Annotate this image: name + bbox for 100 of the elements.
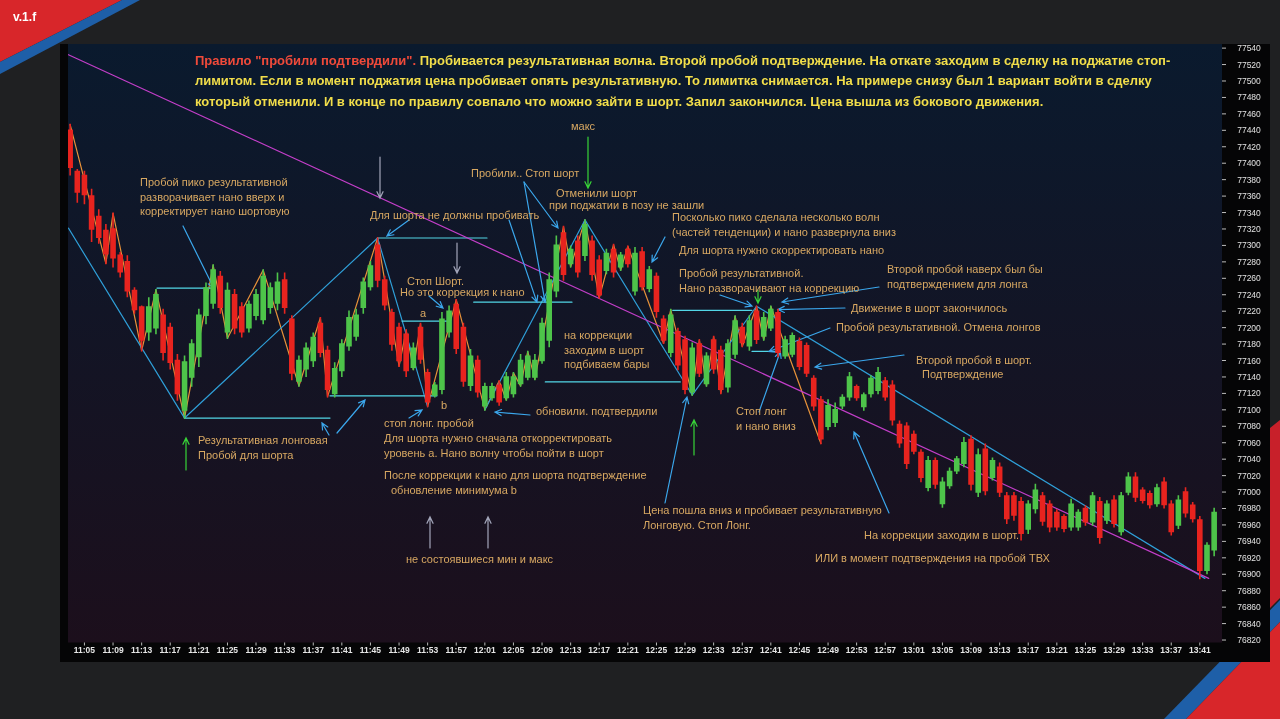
x-tick-label: 12:53 xyxy=(845,644,868,655)
annotation: при поджатии в позу не зашли xyxy=(549,199,705,211)
y-tick-label: 76880 xyxy=(1237,585,1262,596)
annotation: Стоп лонг и нано вниз xyxy=(736,405,796,432)
y-tick-label: 77240 xyxy=(1237,289,1262,300)
y-tick-label: 77360 xyxy=(1237,191,1262,202)
candlestick xyxy=(582,219,588,262)
y-tick-label: 77000 xyxy=(1237,487,1262,498)
annotation: Стоп Шорт. xyxy=(407,275,464,287)
y-tick-label: 77260 xyxy=(1237,273,1262,284)
candlestick xyxy=(646,265,653,293)
x-tick-label: 11:37 xyxy=(302,644,325,655)
annotation: обновили. подтвердили xyxy=(536,405,658,417)
x-tick-label: 11:05 xyxy=(73,644,96,655)
x-tick-label: 13:01 xyxy=(902,644,925,655)
x-tick-label: 12:01 xyxy=(473,644,496,655)
y-tick-label: 77400 xyxy=(1237,158,1262,169)
x-tick-label: 13:09 xyxy=(960,644,983,655)
annotation: Подтверждение xyxy=(922,368,1004,380)
candlestick xyxy=(1025,500,1032,534)
annotation: a xyxy=(420,307,427,319)
candlestick xyxy=(1197,515,1203,580)
annotation: макс xyxy=(571,120,596,132)
x-tick-label: 12:21 xyxy=(616,644,639,655)
candlestick xyxy=(1096,497,1103,544)
y-tick-label: 77340 xyxy=(1237,207,1262,218)
candlestick xyxy=(882,376,889,401)
candlestick xyxy=(639,247,645,291)
y-tick-label: 77520 xyxy=(1237,59,1262,70)
annotation: b xyxy=(441,399,448,411)
text: Правило "пробили подтвердили". xyxy=(195,52,417,68)
candlestick xyxy=(1111,495,1117,528)
y-tick-label: 76840 xyxy=(1237,618,1262,629)
candlestick xyxy=(739,322,746,348)
x-tick-label: 11:57 xyxy=(445,644,468,655)
annotation: Второй пробой в шорт. xyxy=(916,354,1032,366)
x-tick-label: 11:49 xyxy=(388,644,410,655)
y-tick-label: 77040 xyxy=(1237,454,1262,465)
candlestick xyxy=(574,235,581,278)
x-tick-label: 12:49 xyxy=(817,644,840,655)
candlestick xyxy=(968,435,974,491)
candlestick xyxy=(238,302,245,338)
annotation: Второй пробой наверх был бы подтверждением для лонга xyxy=(887,263,1043,290)
y-tick-label: 77460 xyxy=(1237,108,1262,119)
y-tick-label: 77080 xyxy=(1237,421,1262,432)
y-tick-label: 77020 xyxy=(1237,470,1262,481)
candlestick xyxy=(775,308,781,358)
y-tick-label: 77380 xyxy=(1237,174,1262,185)
annotation: Пробили.. Стоп шорт xyxy=(471,167,580,179)
annotation: стоп лонг. пробой xyxy=(384,417,474,429)
x-tick-label: 13:33 xyxy=(1131,644,1154,655)
x-tick-label: 12:33 xyxy=(702,644,725,655)
y-tick-label: 77480 xyxy=(1237,92,1262,103)
annotation: Посколько пико сделала несколько волн (частей тенденции) и нано развернула вниз xyxy=(672,211,897,238)
x-tick-label: 13:17 xyxy=(1017,644,1040,655)
x-tick-label: 11:25 xyxy=(216,644,239,655)
y-tick-label: 76980 xyxy=(1237,503,1262,514)
y-tick-label: 77060 xyxy=(1237,437,1262,448)
y-tick-label: 76860 xyxy=(1237,602,1262,613)
annotation: После коррекции к нано для шорта подтверждение xyxy=(384,469,647,481)
candlestick xyxy=(360,277,367,314)
candlestick xyxy=(496,380,502,406)
candlestick xyxy=(1104,500,1110,525)
y-tick-label: 77200 xyxy=(1237,322,1262,333)
candlestick xyxy=(925,455,931,492)
x-tick-label: 12:13 xyxy=(559,644,582,655)
candlestick xyxy=(289,315,295,381)
candlestick xyxy=(860,392,867,411)
candlestick xyxy=(911,430,917,455)
y-tick-label: 77220 xyxy=(1237,306,1262,317)
x-tick-label: 11:45 xyxy=(359,644,382,655)
x-tick-label: 12:25 xyxy=(645,644,668,655)
annotation: обновление минимума b xyxy=(391,484,517,496)
y-tick-label: 77300 xyxy=(1237,240,1262,251)
y-tick-label: 77440 xyxy=(1237,125,1262,136)
x-tick-label: 12:17 xyxy=(588,644,611,655)
x-tick-label: 11:53 xyxy=(416,644,439,655)
x-tick-label: 11:13 xyxy=(131,644,153,655)
candlestick xyxy=(975,448,981,497)
y-tick-label: 77500 xyxy=(1237,76,1262,86)
y-tick-label: 77420 xyxy=(1237,141,1262,152)
x-tick-label: 11:17 xyxy=(159,644,182,655)
x-tick-label: 12:45 xyxy=(788,644,811,655)
candlestick xyxy=(918,449,924,483)
annotation: Пробой результативной. Нано разворачивают на коррекцию xyxy=(679,267,860,294)
x-tick-label: 11:09 xyxy=(102,644,124,655)
x-tick-label: 12:41 xyxy=(759,644,782,655)
y-tick-label: 76940 xyxy=(1237,536,1262,547)
x-tick-label: 13:29 xyxy=(1103,644,1126,655)
candlestick xyxy=(718,345,724,395)
annotation: ИЛИ в момент подтверждения на пробой ТВХ xyxy=(815,552,1051,564)
candlestick xyxy=(667,308,674,358)
candlestick xyxy=(453,298,460,354)
x-tick-label: 12:29 xyxy=(674,644,697,655)
annotation: Результативная лонговая Пробой для шорта xyxy=(198,434,328,461)
candlestick xyxy=(1154,483,1160,507)
candlestick xyxy=(689,342,695,396)
x-tick-label: 13:05 xyxy=(931,644,954,655)
annotation: Для шорта нужно скорректировать нано xyxy=(679,244,885,256)
y-tick-label: 77100 xyxy=(1237,404,1262,415)
